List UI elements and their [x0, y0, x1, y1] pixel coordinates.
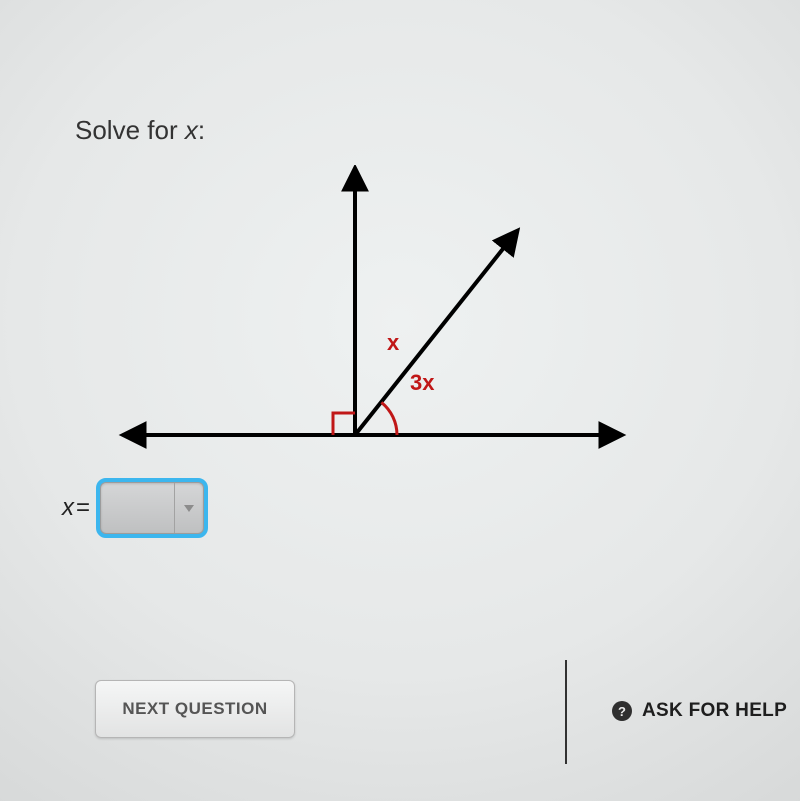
prompt-variable: x — [185, 115, 198, 145]
answer-equals: = — [76, 494, 90, 521]
svg-text:3x: 3x — [410, 370, 435, 395]
help-label: ASK FOR HELP — [642, 700, 787, 722]
angle-diagram: x 3x — [110, 165, 630, 465]
prompt-prefix: Solve for — [75, 115, 185, 145]
next-question-button[interactable]: NEXT QUESTION — [95, 680, 295, 738]
help-icon: ? — [612, 701, 632, 721]
answer-label: x= — [62, 494, 90, 522]
ask-for-help-button[interactable]: ? ASK FOR HELP — [612, 700, 787, 722]
answer-input[interactable] — [101, 483, 174, 533]
answer-input-inner[interactable] — [100, 482, 204, 534]
svg-text:x: x — [387, 330, 400, 355]
question-prompt: Solve for x: — [75, 115, 205, 146]
answer-row: x= — [62, 478, 208, 538]
vertical-divider — [565, 660, 567, 764]
answer-input-wrap — [96, 478, 208, 538]
answer-variable: x — [62, 494, 74, 521]
chevron-down-icon — [183, 503, 195, 513]
dropdown-toggle[interactable] — [174, 483, 203, 533]
prompt-suffix: : — [198, 115, 205, 145]
